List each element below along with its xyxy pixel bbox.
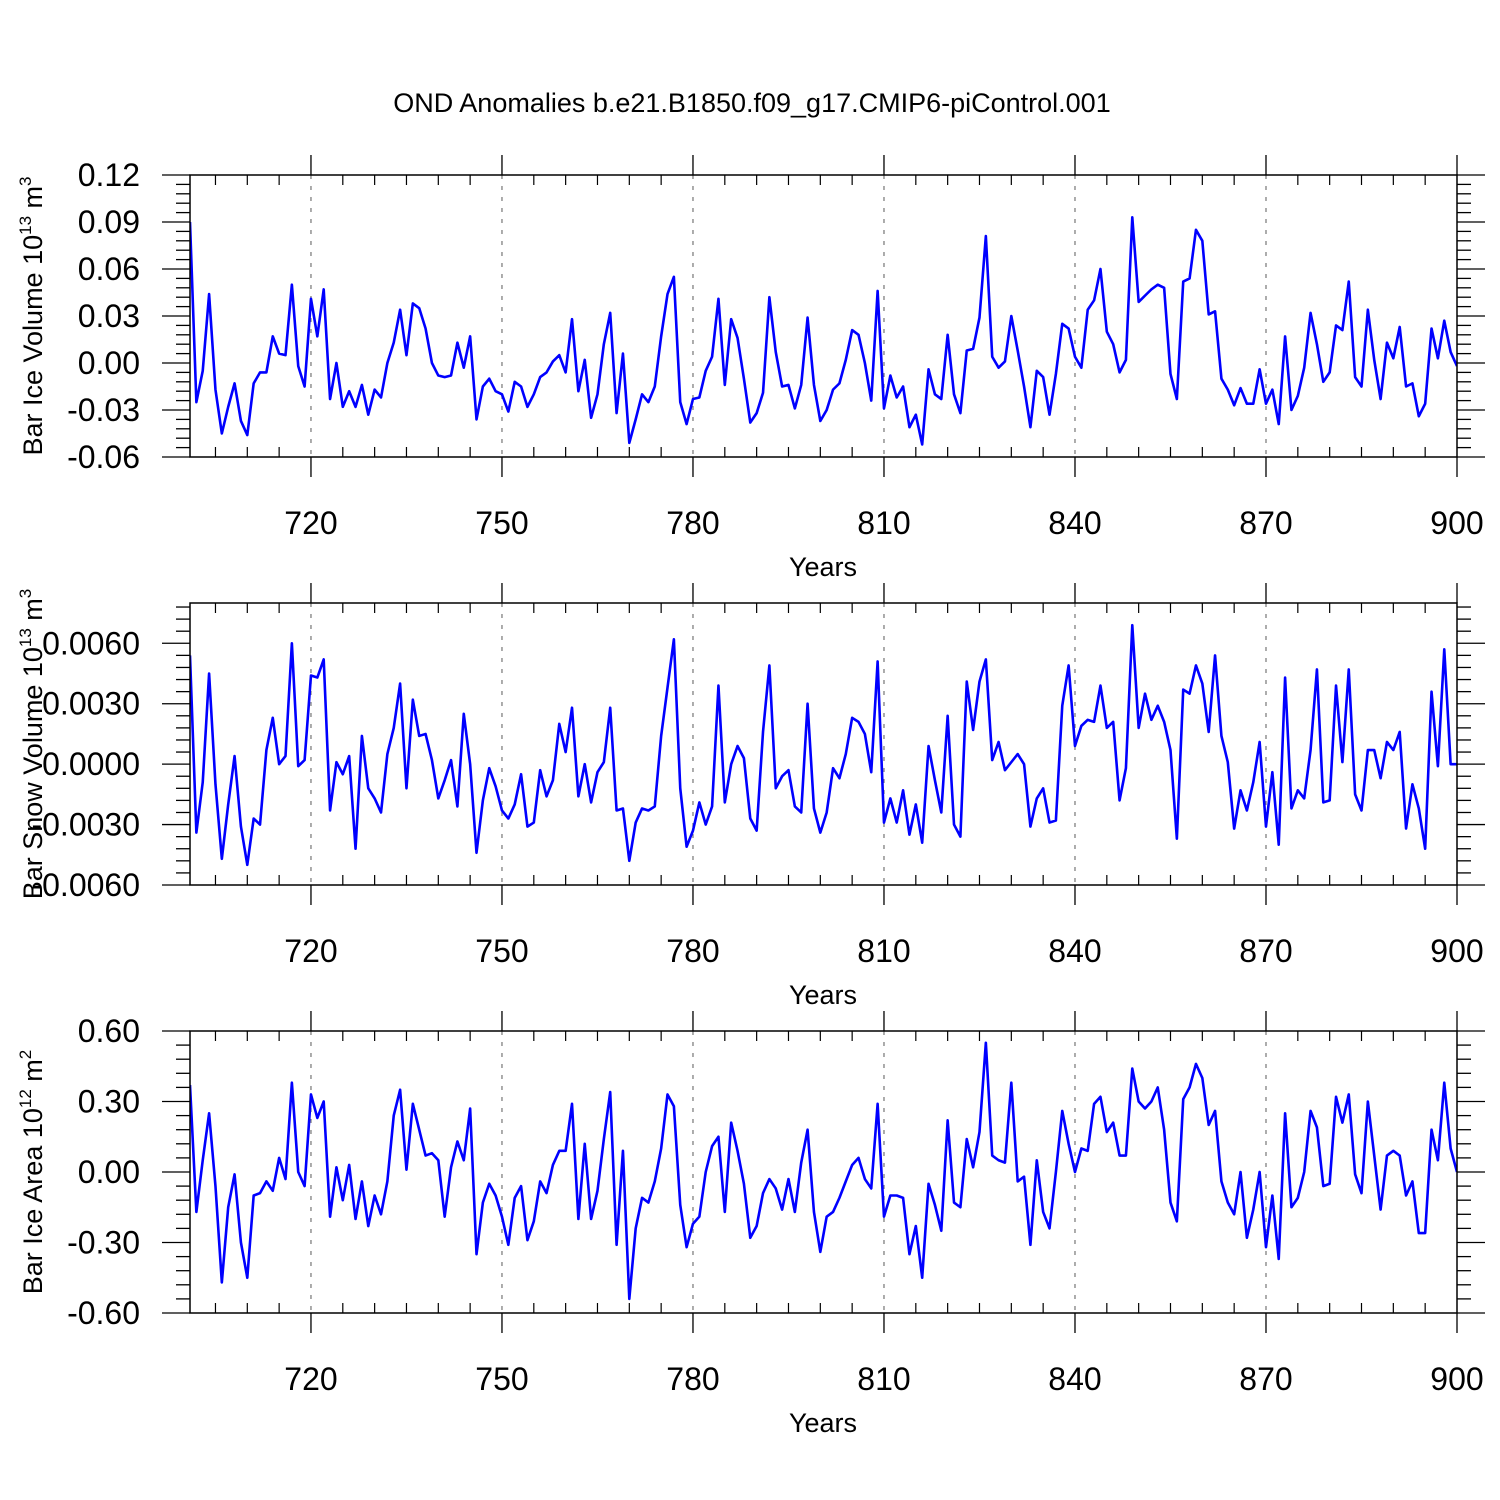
x-tick-label: 810: [857, 1361, 910, 1397]
x-tick-label: 780: [666, 505, 719, 541]
x-tick-label: 780: [666, 1361, 719, 1397]
y-tick-label: 0.00: [78, 1154, 140, 1190]
y-tick-label: 0.0030: [42, 686, 140, 722]
panel-snow-volume: 720 750 780 810 840 870 900 Years -0.0060 -0.0030…: [16, 583, 1485, 1010]
y-tick-label: 0.09: [78, 204, 140, 240]
y-tick-label: -0.06: [67, 439, 140, 475]
x-tick-label: 840: [1048, 1361, 1101, 1397]
x-tick-label: 900: [1430, 1361, 1483, 1397]
x-tick-label: 840: [1048, 933, 1101, 969]
x-tick-label: 870: [1239, 1361, 1292, 1397]
y-axis-label: Bar Snow Volume 1013 m3: [16, 589, 48, 900]
x-tick-label: 780: [666, 933, 719, 969]
x-tick-label: 750: [475, 1361, 528, 1397]
panel-ice-volume: 720 750 780 810 840 870 900 Years -0.06 -0.03 0.00…: [16, 155, 1485, 582]
y-tick-label: 0.0060: [42, 625, 140, 661]
x-tick-label: 900: [1430, 505, 1483, 541]
x-tick-label: 720: [284, 505, 337, 541]
x-tick-label: 750: [475, 505, 528, 541]
y-tick-label: -0.0060: [31, 867, 140, 903]
y-tick-label: 0.60: [78, 1013, 140, 1049]
panel-ice-area: 720 750 780 810 840 870 900 Years -0.60 -0.30 0.00…: [16, 1011, 1485, 1438]
plot-frame: [189, 602, 1458, 886]
series-line-snow-volume: [190, 623, 1457, 867]
series-line-ice-area: [190, 1041, 1457, 1301]
y-tick-label: 0.06: [78, 251, 140, 287]
y-tick-label: 0.0000: [42, 746, 140, 782]
x-axis-label: Years: [789, 980, 857, 1010]
x-tick-label: 870: [1239, 505, 1292, 541]
plot-frame: [189, 1030, 1458, 1314]
x-tick-label: 810: [857, 505, 910, 541]
y-tick-label: 0.30: [78, 1084, 140, 1120]
y-tick-label: -0.03: [67, 392, 140, 428]
y-tick-label: 0.00: [78, 345, 140, 381]
series-line-ice-volume: [190, 216, 1457, 446]
y-tick-label: -0.30: [67, 1225, 140, 1261]
y-tick-label: -0.0030: [31, 807, 140, 843]
y-tick-label: 0.03: [78, 298, 140, 334]
plot-frame: [189, 174, 1458, 458]
x-axis-label: Years: [789, 1408, 857, 1438]
x-tick-label: 840: [1048, 505, 1101, 541]
figure-title: OND Anomalies b.e21.B1850.f09_g17.CMIP6-…: [393, 88, 1110, 118]
panels: 720 750 780 810 840 870 900 Years -0.06 -0.03 0.00…: [16, 155, 1485, 1438]
x-tick-label: 810: [857, 933, 910, 969]
y-axis-label: Bar Ice Area 1012 m2: [16, 1050, 48, 1295]
x-tick-label: 720: [284, 1361, 337, 1397]
x-tick-label: 900: [1430, 933, 1483, 969]
y-axis-label: Bar Ice Volume 1013 m3: [16, 176, 48, 455]
x-tick-label: 750: [475, 933, 528, 969]
x-tick-label: 870: [1239, 933, 1292, 969]
x-axis-label: Years: [789, 552, 857, 582]
y-tick-label: 0.12: [78, 157, 140, 193]
y-tick-label: -0.60: [67, 1295, 140, 1331]
x-tick-label: 720: [284, 933, 337, 969]
